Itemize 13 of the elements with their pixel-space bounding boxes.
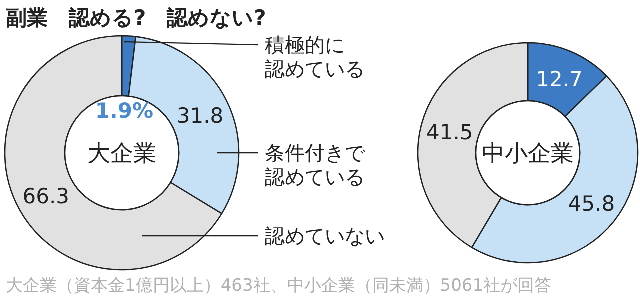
data-label: 41.5	[426, 120, 474, 145]
text: 副業 認める? 認めない?	[6, 6, 266, 30]
data-label: 31.8	[176, 104, 224, 128]
data-label: 12.7	[536, 67, 583, 92]
slice-label: 積極的に認めている	[265, 33, 365, 81]
slice-label: 条件付きで認めている	[265, 141, 366, 189]
text: 大企業	[88, 141, 156, 167]
text: 大企業（資本金1億円以上）463社、中小企業（同未満）5061社が回答	[6, 276, 552, 296]
data-label: 66.3	[22, 184, 70, 209]
data-label: 45.8	[568, 192, 616, 216]
text: 中小企業	[482, 141, 574, 167]
slice-label: 認めていない	[265, 224, 385, 248]
data-label: 1.9%	[95, 99, 154, 124]
